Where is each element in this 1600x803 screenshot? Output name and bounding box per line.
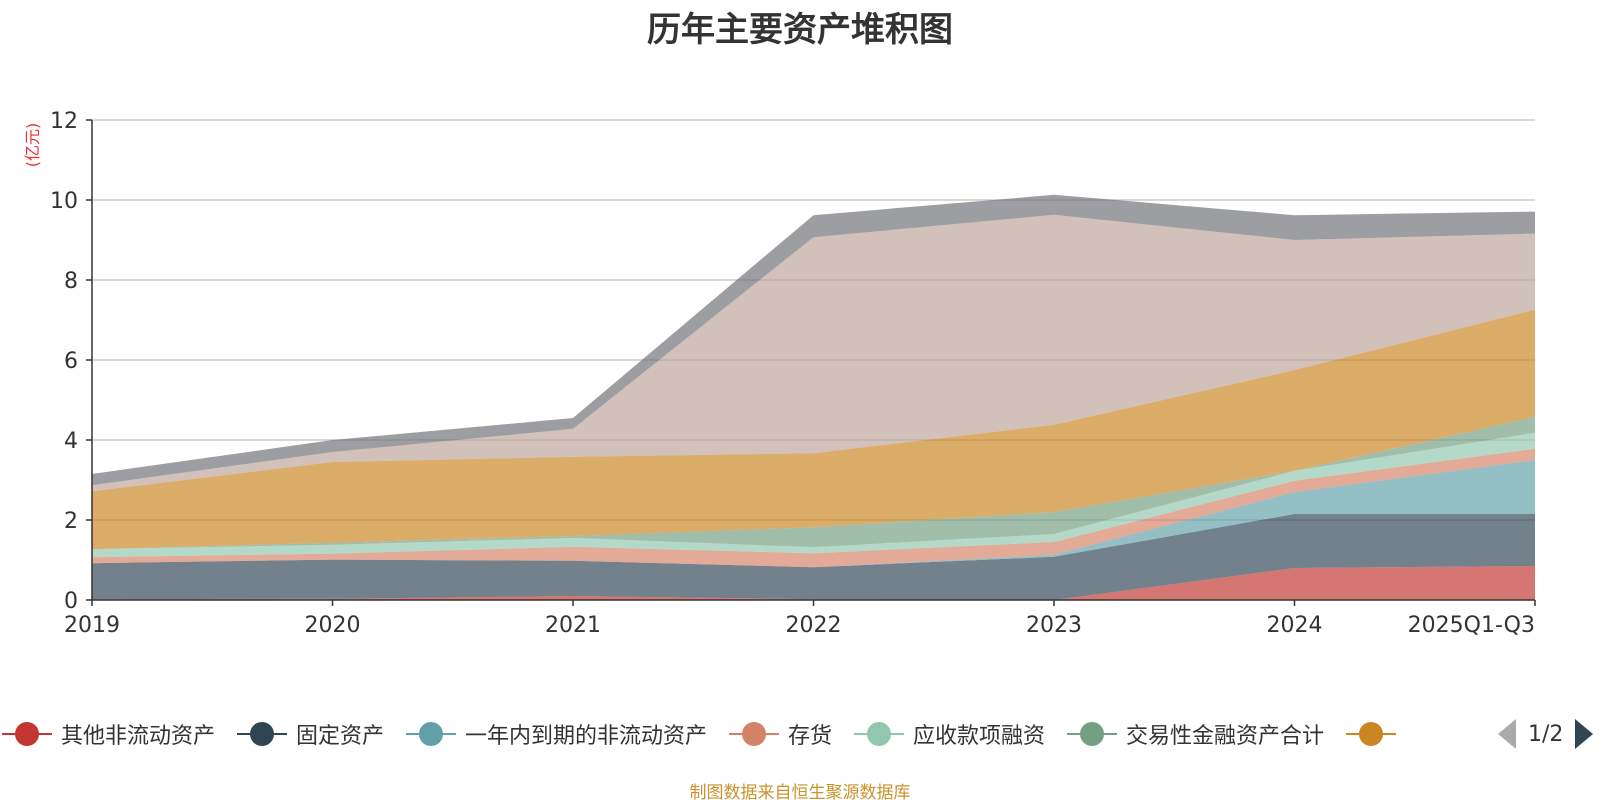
legend-marker-icon — [1067, 714, 1117, 754]
legend-marker-icon — [406, 714, 456, 754]
data-source-note: 制图数据来自恒生聚源数据库 — [689, 783, 911, 803]
area-series — [92, 194, 1535, 600]
y-tick-label: 8 — [64, 269, 78, 294]
legend-label: 固定资产 — [296, 724, 385, 749]
legend-item[interactable]: 交易性金融资产合计 — [1067, 714, 1324, 754]
legend-label: 一年内到期的非流动资产 — [465, 724, 708, 749]
legend-label: 应收款项融资 — [913, 724, 1046, 749]
area-series-8[interactable] — [92, 194, 1535, 486]
x-tick-label: 2024 — [1267, 613, 1323, 638]
area-series-0[interactable] — [92, 566, 1535, 600]
legend-item[interactable]: 存货 — [729, 714, 832, 754]
legend-item[interactable]: 固定资产 — [237, 714, 384, 754]
area-series-5[interactable] — [92, 416, 1535, 550]
x-tick-label: 2019 — [64, 613, 120, 638]
y-tick-label: 4 — [64, 429, 78, 454]
legend-prev-page-icon[interactable] — [1498, 719, 1516, 749]
y-axis-unit-label: (亿元) — [23, 123, 42, 168]
chart-title: 历年主要资产堆积图 — [647, 10, 953, 50]
legend-pager: 1/2 — [1498, 718, 1594, 750]
y-tick-label: 10 — [50, 189, 78, 214]
x-tick-label: 2023 — [1026, 613, 1082, 638]
x-tick-label: 2021 — [545, 613, 601, 638]
legend-page-indicator: 1/2 — [1528, 721, 1564, 747]
x-tick-label: 2025Q1-Q3 — [1408, 613, 1535, 638]
legend-item[interactable] — [1346, 714, 1396, 754]
y-tick-label: 12 — [50, 109, 78, 134]
area-series-3[interactable] — [92, 448, 1535, 568]
legend-next-page-icon[interactable] — [1575, 719, 1594, 749]
x-tick-label: 2020 — [305, 613, 361, 638]
area-series-2[interactable] — [92, 460, 1535, 568]
legend-marker-icon — [237, 714, 287, 754]
axes: 0 2 4 6 8 10 12 2019 2020 2021 2022 2023 2024 2025Q1-… — [50, 109, 1536, 638]
legend-marker-icon — [2, 714, 52, 754]
legend-label: 其他非流动资产 — [61, 724, 216, 749]
area-series-7[interactable] — [92, 214, 1535, 492]
area-series-1[interactable] — [92, 514, 1535, 600]
x-tick-label: 2022 — [786, 613, 842, 638]
legend-marker-icon — [729, 714, 779, 754]
legend-item[interactable]: 其他非流动资产 — [2, 714, 215, 754]
y-tick-label: 6 — [64, 349, 78, 374]
legend-marker-icon — [854, 714, 904, 754]
legend-item[interactable]: 一年内到期的非流动资产 — [406, 714, 707, 754]
legend: 其他非流动资产 固定资产 一年内到期的非流动资产 存货 应收款项融资 交易性金融资产合计 — [0, 714, 1600, 754]
legend-label: 交易性金融资产合计 — [1126, 724, 1325, 749]
legend-marker-icon — [1346, 714, 1396, 754]
legend-label: 存货 — [788, 724, 833, 749]
area-series-6[interactable] — [92, 309, 1535, 550]
legend-item[interactable]: 应收款项融资 — [854, 714, 1045, 754]
y-tick-label: 0 — [64, 589, 78, 614]
y-tick-label: 2 — [64, 509, 78, 534]
